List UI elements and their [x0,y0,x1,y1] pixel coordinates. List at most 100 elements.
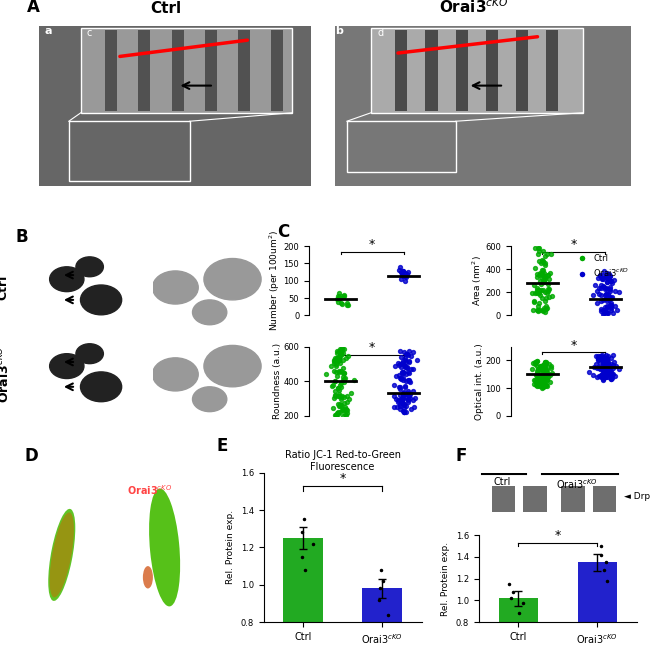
Text: B: B [16,228,28,246]
Point [536,257,546,268]
Point [608,308,618,318]
Point [398,360,409,370]
Point [538,359,549,369]
Point [541,373,552,384]
Point [408,386,418,397]
Point [537,369,547,380]
Point [601,367,612,378]
Point [606,276,617,286]
Point [608,360,619,370]
Point [337,368,348,378]
Bar [105,30,117,111]
FancyBboxPatch shape [81,28,292,113]
Point [601,295,612,306]
Point [389,361,400,371]
Point [534,288,544,298]
Text: b: b [37,336,44,346]
Point [402,269,412,279]
Point [599,353,610,363]
Point [600,370,610,380]
Point [599,371,609,382]
Point [596,295,606,306]
Point [412,354,423,365]
Point [396,395,407,406]
Point [603,288,613,299]
Point [529,288,539,298]
Point [601,368,612,378]
Point [395,384,406,394]
Point [610,286,620,297]
Point [602,301,612,312]
Point [541,303,551,314]
Point [598,375,608,385]
Point [339,343,349,354]
Point [588,369,599,380]
Point [538,285,549,295]
Point [402,349,412,359]
Point [537,255,547,265]
Point [599,359,609,369]
Text: a: a [37,249,44,259]
Point [394,360,404,371]
Point [336,299,346,309]
Bar [283,538,323,648]
Point [597,270,607,281]
Point [603,367,613,377]
Point [399,382,410,393]
Point [538,372,548,382]
Point [397,367,408,378]
Point [533,364,543,375]
Point [396,352,406,362]
Point [609,357,619,367]
Ellipse shape [143,566,153,588]
Point [532,378,543,388]
Point [527,364,538,374]
Point [397,358,408,368]
Point [597,365,608,376]
Point [544,268,554,278]
Point [329,355,339,365]
Point [391,394,401,404]
Point [339,373,350,384]
Point [330,390,340,400]
Text: *: * [571,339,577,352]
Point [599,366,609,376]
Circle shape [76,257,103,277]
Point [538,360,548,370]
Point [536,360,546,371]
Point [540,360,550,371]
Point [401,389,411,399]
Point [335,357,345,367]
Circle shape [49,354,84,378]
Point [330,386,340,397]
Text: Ctrl: Ctrl [36,483,57,493]
Point [591,351,601,362]
Point [403,386,413,396]
Point [540,360,551,370]
Point [535,371,545,381]
Point [538,373,548,384]
Point [541,364,552,374]
Point [405,377,415,388]
Point [603,351,614,362]
Point [342,297,352,308]
Point [335,401,346,411]
Point [599,364,610,374]
Point [401,376,411,387]
Point [601,288,612,299]
Point [599,354,609,364]
Point [338,371,348,382]
Text: C: C [278,222,290,240]
Point [400,276,410,286]
Point [606,375,616,385]
Point [334,385,345,395]
Point [538,303,549,314]
Point [396,273,406,284]
Point [599,301,610,312]
Y-axis label: Roundness (a.u.): Roundness (a.u.) [273,343,282,419]
Point [536,363,547,373]
Point [393,395,404,405]
Point [540,371,551,382]
Point [543,369,553,380]
Point [336,391,346,402]
